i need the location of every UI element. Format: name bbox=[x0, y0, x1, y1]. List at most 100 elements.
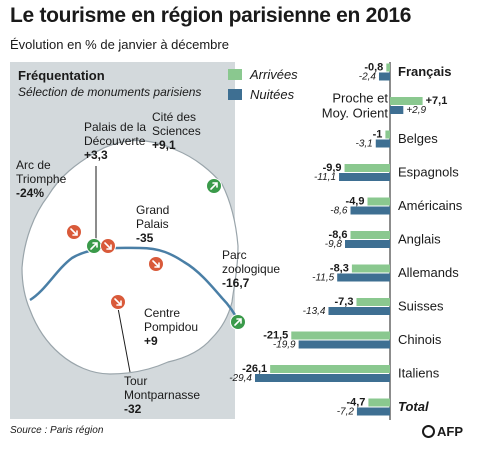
data-label-arrivals: -4,7 bbox=[346, 397, 365, 409]
monument-value: +9 bbox=[144, 334, 158, 348]
category-label: Français bbox=[398, 64, 451, 79]
data-label-nights: -8,6 bbox=[330, 206, 348, 217]
bar-arrivals bbox=[291, 331, 390, 340]
legend-label-nights: Nuitées bbox=[250, 86, 295, 102]
category-label: Allemands bbox=[398, 265, 459, 280]
monument-name: Parc zoologique bbox=[222, 248, 281, 276]
category-label: Total bbox=[398, 399, 429, 414]
leader-line-montparnasse bbox=[117, 307, 131, 373]
data-label-nights: -3,1 bbox=[356, 139, 373, 150]
monument-name: Tour Montparnasse bbox=[124, 374, 201, 402]
afp-credit-text: AFP bbox=[437, 424, 463, 439]
monument-label-grand-palais: Grand Palais -35 bbox=[136, 203, 184, 245]
data-label-arrivals: -7,3 bbox=[335, 296, 354, 308]
monument-marker-up bbox=[206, 178, 222, 194]
monument-marker-up bbox=[86, 238, 102, 254]
data-label-arrivals: -0,8 bbox=[364, 62, 383, 74]
bar-nights bbox=[356, 407, 390, 416]
map-subheading: Sélection de monuments parisiens bbox=[18, 85, 202, 99]
data-label-arrivals: +7,1 bbox=[426, 95, 448, 107]
bar-nights bbox=[375, 139, 390, 148]
bar-nights bbox=[345, 240, 390, 248]
bar-arrivals bbox=[351, 264, 390, 273]
monument-marker-down bbox=[110, 294, 126, 310]
seine-river bbox=[29, 246, 242, 325]
source-note: Source : Paris région bbox=[10, 425, 104, 436]
legend-swatch-arrivals bbox=[228, 68, 242, 80]
bar-arrivals bbox=[367, 197, 390, 206]
monument-marker-down bbox=[66, 224, 82, 240]
monument-label-montparnasse: Tour Montparnasse -32 bbox=[124, 374, 214, 416]
category-label: Italiens bbox=[398, 366, 440, 381]
monument-name: Arc de Triomphe bbox=[16, 158, 67, 186]
monument-marker-down bbox=[100, 238, 116, 254]
category-label: Chinois bbox=[398, 332, 442, 347]
bar-nights bbox=[339, 173, 390, 181]
monument-value: -16,7 bbox=[222, 276, 250, 290]
monument-value: -32 bbox=[124, 402, 142, 416]
data-label-arrivals: -9,9 bbox=[323, 162, 342, 174]
chart-legend: Arrivées Nuitées bbox=[228, 64, 298, 104]
data-label-nights: -19,9 bbox=[273, 340, 296, 351]
bar-arrivals bbox=[350, 231, 390, 239]
bar-arrivals bbox=[385, 130, 390, 139]
monument-value: -35 bbox=[136, 231, 154, 245]
monument-marker-down bbox=[148, 256, 164, 272]
monument-label-arc: Arc de Triomphe -24% bbox=[16, 158, 86, 200]
monument-name: Centre Pompidou bbox=[144, 306, 199, 334]
data-label-arrivals: -8,3 bbox=[330, 263, 349, 275]
monument-label-pompidou: Centre Pompidou +9 bbox=[144, 306, 212, 348]
category-label: Espagnols bbox=[398, 165, 459, 180]
data-label-nights: -11,5 bbox=[312, 273, 334, 284]
bar-nights bbox=[350, 206, 390, 215]
bar-nights bbox=[337, 273, 390, 282]
legend-swatch-nights bbox=[228, 88, 242, 100]
data-label-nights: +2,9 bbox=[406, 105, 426, 116]
data-label-arrivals: -4,9 bbox=[346, 196, 365, 208]
data-label-nights: -9,8 bbox=[325, 239, 343, 250]
monument-value: +3,3 bbox=[84, 148, 108, 162]
monument-value: +9,1 bbox=[152, 138, 176, 152]
legend-item-nights: Nuitées bbox=[228, 84, 298, 104]
bar-nights bbox=[378, 72, 390, 81]
monument-label-palais: Palais de la Découverte +3,3 bbox=[84, 120, 154, 162]
data-label-nights: -11,1 bbox=[314, 172, 336, 183]
data-label-nights: -29,4 bbox=[229, 373, 252, 384]
data-label-nights: -2,4 bbox=[359, 72, 377, 83]
afp-logo-icon bbox=[422, 425, 435, 438]
bar-nights bbox=[298, 340, 390, 349]
monument-label-zoo: Parc zoologique -16,7 bbox=[222, 248, 290, 290]
afp-credit: AFP bbox=[422, 424, 463, 439]
data-label-nights: -7,2 bbox=[337, 407, 355, 418]
bar-arrivals bbox=[368, 398, 390, 407]
category-label: Proche et Moy. Orient bbox=[322, 91, 389, 121]
legend-label-arrivals: Arrivées bbox=[250, 66, 298, 82]
monument-name: Palais de la Découverte bbox=[84, 120, 147, 148]
data-label-arrivals: -26,1 bbox=[242, 363, 267, 375]
legend-item-arrivals: Arrivées bbox=[228, 64, 298, 84]
monument-value: -24% bbox=[16, 186, 45, 200]
category-label: Anglais bbox=[398, 232, 441, 247]
map-heading: Fréquentation bbox=[18, 68, 105, 83]
monument-name: Cité des Sciences bbox=[152, 110, 201, 138]
data-label-nights: -13,4 bbox=[303, 306, 326, 317]
monument-name: Grand Palais bbox=[136, 203, 170, 231]
monument-label-cite: Cité des Sciences +9,1 bbox=[152, 110, 212, 152]
bar-nights bbox=[255, 374, 390, 382]
bar-arrivals bbox=[386, 63, 390, 72]
monument-marker-up bbox=[230, 314, 246, 330]
bar-arrivals bbox=[356, 298, 390, 306]
data-label-arrivals: -21,5 bbox=[263, 330, 288, 342]
page-subtitle: Évolution en % de janvier à décembre bbox=[10, 37, 229, 52]
bar-arrivals bbox=[344, 164, 390, 172]
bar-nights bbox=[390, 106, 404, 114]
bar-arrivals bbox=[270, 365, 390, 373]
data-label-arrivals: -8,6 bbox=[329, 229, 348, 241]
category-label: Belges bbox=[398, 131, 438, 146]
category-label: Américains bbox=[398, 198, 463, 213]
data-label-arrivals: -1 bbox=[373, 129, 383, 141]
bar-arrivals bbox=[390, 97, 423, 105]
page-title: Le tourisme en région parisienne en 2016 bbox=[10, 4, 412, 27]
